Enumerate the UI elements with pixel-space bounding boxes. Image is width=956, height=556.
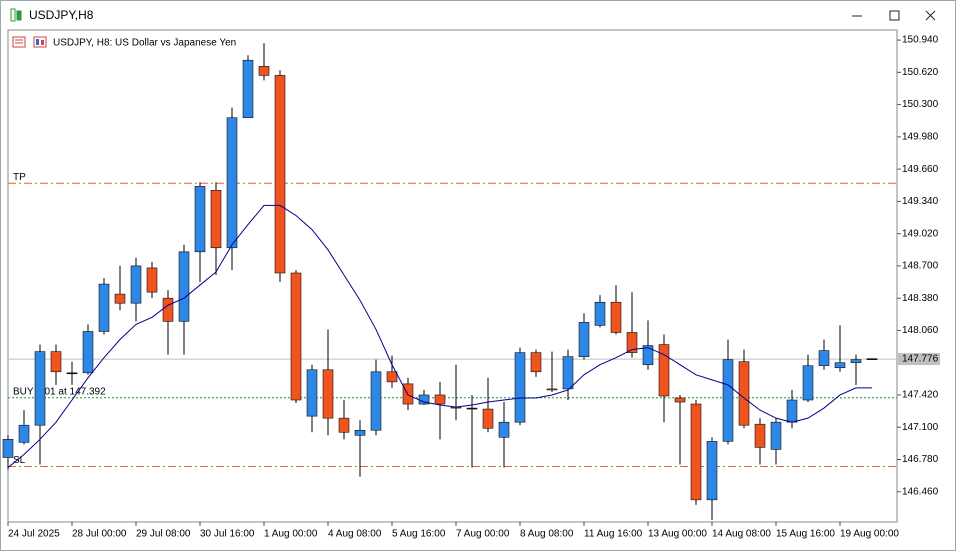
candle-body [530, 352, 542, 373]
x-tick-label: 19 Aug 00:00 [840, 529, 899, 540]
last-price-tag [898, 353, 940, 366]
candle-body [690, 403, 702, 501]
close-button[interactable] [925, 10, 936, 21]
candle-body [370, 371, 382, 431]
candle-body [274, 75, 286, 274]
y-tick-label: 149.020 [902, 228, 939, 239]
candle-body [514, 352, 526, 423]
x-tick-label: 13 Aug 00:00 [648, 529, 707, 540]
candle-body [194, 185, 206, 253]
x-tick-label: 29 Jul 08:00 [136, 529, 191, 540]
window-controls[interactable] [852, 10, 936, 21]
x-tick-label: 5 Aug 16:00 [392, 529, 446, 540]
candle-body [178, 251, 190, 322]
candle-body [850, 359, 862, 364]
candle-body [210, 190, 222, 249]
candle-body [146, 267, 158, 293]
candle-body [802, 365, 814, 401]
x-tick-label: 28 Jul 00:00 [72, 529, 127, 540]
candle-body [242, 59, 254, 119]
candle-body [770, 421, 782, 450]
candle-body [226, 117, 238, 249]
y-tick-label: 148.060 [902, 325, 939, 336]
candle-body [610, 301, 622, 333]
candle-body [674, 397, 686, 403]
candle-body [866, 358, 878, 360]
candle-body [130, 265, 142, 304]
candle-body [306, 369, 318, 417]
candle-body [162, 297, 174, 322]
y-tick-label: 146.780 [902, 454, 939, 465]
y-tick-label: 146.460 [902, 486, 939, 497]
plot-frame [7, 29, 898, 523]
candle-body [114, 293, 126, 304]
y-tick-label: 148.700 [902, 261, 939, 272]
candle-body [498, 421, 510, 438]
y-tick-label: 147.100 [902, 422, 939, 433]
candle-body [818, 350, 830, 367]
header-icons [12, 36, 47, 48]
candle-body [50, 351, 62, 373]
candle-body [642, 345, 654, 366]
candle-body [354, 429, 366, 436]
candle-body [322, 369, 334, 419]
y-tick-label: 150.940 [902, 35, 939, 46]
candle-body [18, 424, 30, 443]
y-tick-label: 147.420 [902, 390, 939, 401]
x-tick-label: 4 Aug 08:00 [328, 529, 382, 540]
candle-body [66, 372, 78, 375]
x-tick-label: 1 Aug 00:00 [264, 529, 318, 540]
candle-body [578, 322, 590, 357]
y-tick-label: 149.340 [902, 196, 939, 207]
candle-body [626, 332, 638, 353]
candle-body [658, 344, 670, 397]
x-tick-label: 14 Aug 08:00 [712, 529, 771, 540]
maximize-button[interactable] [889, 10, 900, 21]
level-label: TP [13, 172, 26, 183]
y-tick-label: 149.980 [902, 132, 939, 143]
candle-body [338, 417, 350, 433]
candle-body [434, 394, 446, 405]
candle-body [754, 423, 766, 448]
last-price-label: 147.776 [902, 354, 939, 365]
candle-body [738, 361, 750, 426]
candle-body [2, 439, 14, 458]
candle-body [82, 331, 94, 374]
x-tick-label: 7 Aug 00:00 [456, 529, 510, 540]
level-label: BUY 0.01 at 147.392 [13, 386, 106, 397]
x-tick-label: 11 Aug 16:00 [584, 529, 643, 540]
app-icon [10, 8, 22, 22]
chart-title: USDJPY, H8: US Dollar vs Japanese Yen [53, 38, 236, 49]
candle-body [562, 356, 574, 390]
y-tick-label: 149.660 [902, 164, 939, 175]
candle-body [34, 351, 46, 426]
candle-body [290, 272, 302, 401]
level-label: SL [13, 455, 26, 466]
x-tick-label: 8 Aug 08:00 [520, 529, 574, 540]
candle-body [258, 65, 270, 76]
x-tick-label: 24 Jul 2025 [8, 529, 60, 540]
candle-body [386, 371, 398, 383]
candle-body [546, 388, 558, 391]
candle-body [466, 407, 478, 410]
y-tick-label: 150.620 [902, 67, 939, 78]
candle-body [706, 441, 718, 501]
candle-body [834, 362, 846, 369]
y-tick-label: 148.380 [902, 293, 939, 304]
moving-average [7, 204, 872, 468]
x-tick-label: 30 Jul 16:00 [200, 529, 255, 540]
x-tick-label: 15 Aug 16:00 [776, 529, 835, 540]
window-title: USDJPY,H8 [29, 8, 94, 22]
candle-body [594, 301, 606, 326]
candle-body [482, 408, 494, 429]
y-tick-label: 150.300 [902, 99, 939, 110]
candle-body [786, 399, 798, 423]
candle-body [98, 283, 110, 332]
candle-body [722, 359, 734, 442]
